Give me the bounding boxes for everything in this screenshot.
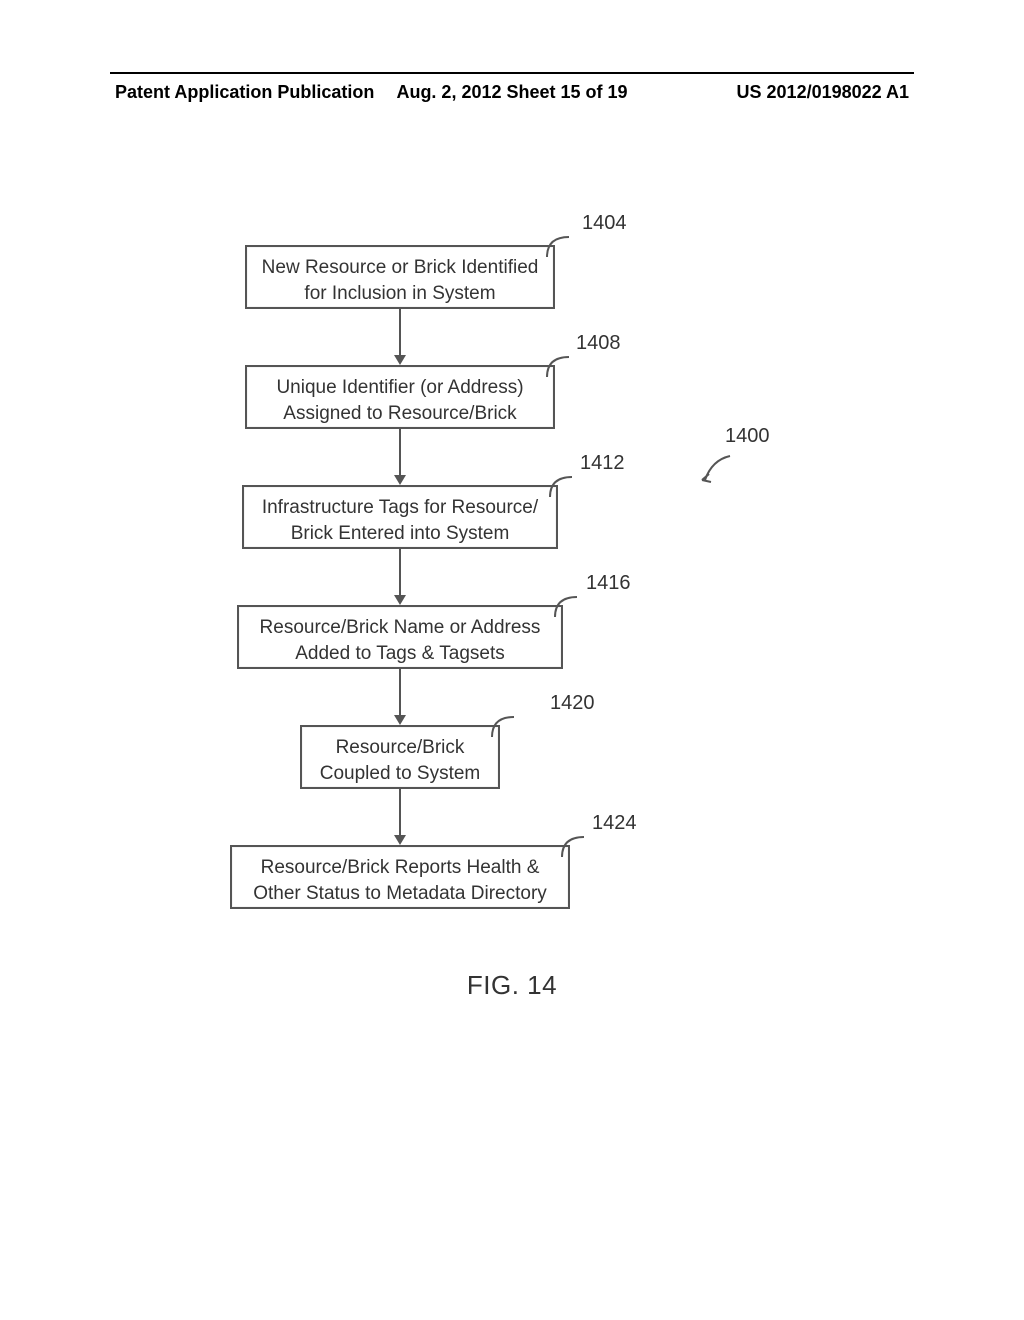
flow-step-1412: Infrastructure Tags for Resource/Brick E…: [242, 485, 558, 549]
flow-step-text: New Resource or Brick Identified: [261, 255, 539, 281]
flow-step-1416: Resource/Brick Name or AddressAdded to T…: [237, 605, 563, 669]
flow-step-text: Unique Identifier (or Address): [261, 375, 539, 401]
ref-label-1420: 1420: [550, 692, 595, 715]
ref-label-1404: 1404: [582, 212, 627, 235]
flow-arrow: [399, 309, 401, 355]
flow-arrow: [399, 789, 401, 835]
flow-step-text: Resource/Brick Name or Address: [253, 615, 547, 641]
flow-arrow: [399, 429, 401, 475]
header-right: US 2012/0198022 A1: [737, 82, 909, 103]
flow-step-text: Resource/Brick: [316, 735, 484, 761]
header-rule: [110, 72, 914, 74]
flow-step-text: Added to Tags & Tagsets: [253, 641, 547, 667]
figure-caption: FIG. 14: [467, 970, 557, 1001]
flow-step-1404: New Resource or Brick Identifiedfor Incl…: [245, 245, 555, 309]
flow-arrow-head: [394, 595, 406, 605]
flow-step-1408: Unique Identifier (or Address)Assigned t…: [245, 365, 555, 429]
header-center: Aug. 2, 2012 Sheet 15 of 19: [396, 82, 627, 103]
flow-arrow-head: [394, 715, 406, 725]
flow-step-text: Other Status to Metadata Directory: [246, 881, 554, 907]
flow-step-text: Resource/Brick Reports Health &: [246, 855, 554, 881]
flow-arrow-head: [394, 355, 406, 365]
flow-step-1420: Resource/BrickCoupled to System: [300, 725, 500, 789]
ref-label-1424: 1424: [592, 812, 637, 835]
flow-step-text: for Inclusion in System: [261, 281, 539, 307]
flow-arrow-head: [394, 835, 406, 845]
flow-arrow: [399, 669, 401, 715]
ref-label-1416: 1416: [586, 572, 631, 595]
flow-arrow: [399, 549, 401, 595]
flow-arrow-head: [394, 475, 406, 485]
flow-step-text: Infrastructure Tags for Resource/: [258, 495, 542, 521]
ref-label-1408: 1408: [576, 332, 621, 355]
flow-step-text: Assigned to Resource/Brick: [261, 401, 539, 427]
flow-step-text: Brick Entered into System: [258, 521, 542, 547]
figure-ref-arrow: [700, 450, 740, 484]
flow-step-text: Coupled to System: [316, 761, 484, 787]
ref-label-1412: 1412: [580, 452, 625, 475]
header-left: Patent Application Publication: [115, 82, 374, 103]
flow-step-1424: Resource/Brick Reports Health &Other Sta…: [230, 845, 570, 909]
figure-ref-1400: 1400: [725, 425, 770, 448]
